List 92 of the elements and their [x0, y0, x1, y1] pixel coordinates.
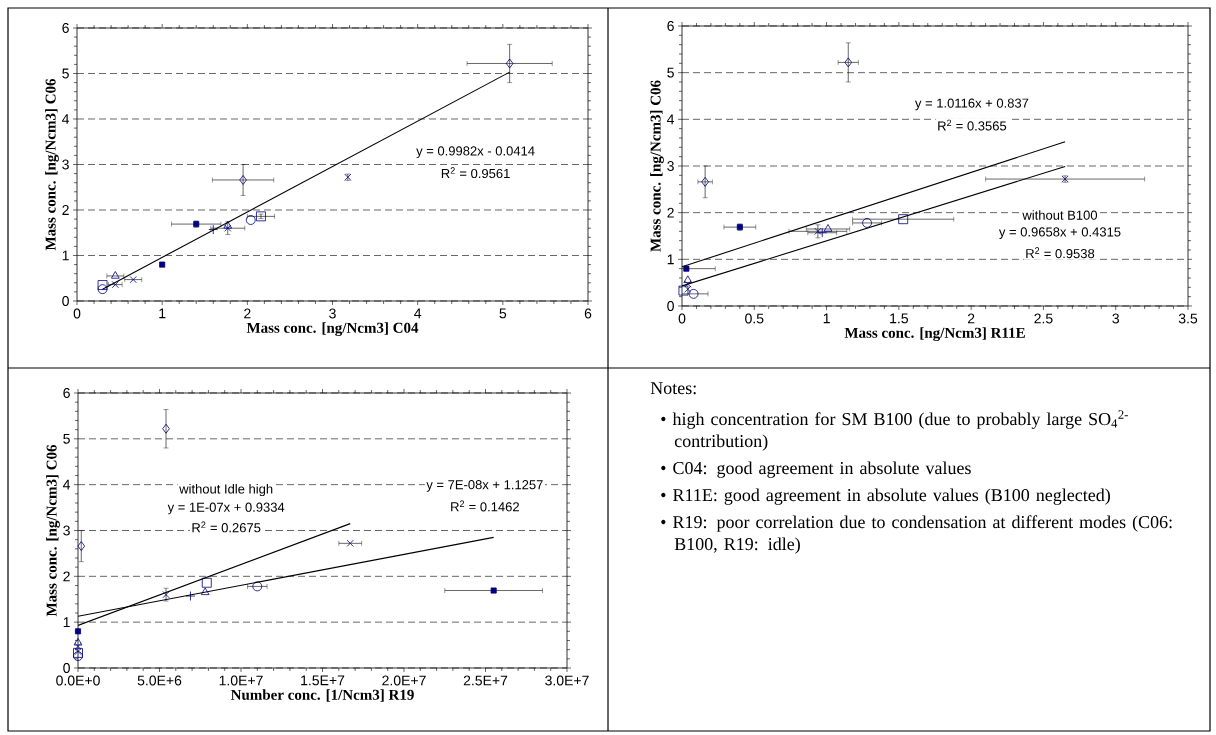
y-axis-title: Mass conc. [ng/Ncm3] C06: [45, 78, 59, 251]
point: [701, 176, 709, 187]
y-tick-label: 2: [63, 571, 70, 582]
x-tick-label: 3.5: [1178, 313, 1198, 324]
y-tick-label: 2: [62, 205, 69, 215]
point: [683, 275, 693, 283]
point: [97, 284, 108, 295]
y-tick-label: 1: [62, 250, 69, 261]
x-tick-label: 0.0E+0: [56, 675, 100, 686]
point: [73, 637, 83, 646]
x-tick-label: 5.0E+6: [137, 675, 182, 686]
point: [252, 581, 263, 592]
point: [159, 261, 166, 268]
x-tick-label: 1: [823, 313, 830, 324]
annotation: R$^{2}$ = 0.3565: [938, 119, 1007, 131]
x-axis-title: Number conc. [1/Ncm3] R19: [230, 689, 414, 702]
x-axis-title: Mass conc. [ng/Ncm3] R11E: [844, 327, 1025, 342]
x-tick-label: 5: [499, 308, 507, 319]
annotation: R$^{2}$ = 0.9561: [441, 167, 510, 179]
x-tick-label: 6: [584, 308, 592, 319]
y-tick-label: 5: [63, 433, 70, 444]
x-axis-title: Mass conc. [ng/Ncm3] C04: [246, 322, 419, 337]
point: [129, 276, 137, 284]
annotation: without B100: [1022, 210, 1098, 220]
x-tick-label: 0: [678, 313, 686, 324]
text: • C04: good agreement in absolute values: [661, 461, 971, 478]
y-tick-label: 6: [62, 23, 69, 33]
x-tick-label: 1.5E+7: [301, 675, 345, 686]
x-tick-label: 1: [159, 308, 166, 319]
x-tick-label: 2.5: [1034, 313, 1053, 324]
annotation: y = 1.0116x + 0.837: [914, 98, 1029, 111]
point: [111, 271, 120, 279]
y-tick-label: 3: [667, 161, 674, 171]
y-axis-title: Mass conc. [ng/Ncm3] C06: [650, 80, 664, 252]
point: [77, 541, 86, 551]
y-tick-label: 4: [667, 114, 675, 125]
point: [678, 285, 689, 296]
x-tick-label: 2: [244, 308, 251, 319]
point: [200, 587, 210, 596]
point: [75, 628, 82, 635]
y-tick-label: 5: [62, 68, 69, 79]
point: [97, 280, 108, 290]
point: [823, 224, 833, 232]
annotation: y = 0.9982x - 0.0414: [416, 146, 535, 159]
x-tick-label: 2.5E+7: [463, 675, 508, 686]
annotation: R$^{2}$ = 0.2675: [192, 521, 261, 533]
annotation: R$^{2}$ = 0.1462: [451, 500, 519, 512]
y-axis-title: Mass conc. [ng/Ncm3] C06: [46, 444, 60, 617]
point: [73, 651, 83, 661]
point: [688, 288, 699, 299]
x-tick-label: 0.5: [745, 313, 764, 324]
point: [862, 218, 872, 228]
x-tick-label: 3.0E+7: [545, 675, 589, 686]
x-tick-label: 2: [967, 313, 975, 324]
y-tick-label: 1: [667, 254, 674, 265]
y-tick-label: 0: [667, 301, 674, 311]
annotation: y = 1E-07x + 0.9334: [167, 502, 285, 515]
x-tick-label: 3: [1112, 313, 1119, 324]
point: [346, 539, 354, 547]
y-tick-label: 4: [62, 114, 70, 124]
y-tick-label: 1: [63, 617, 70, 627]
x-tick-label: 1.0E+7: [219, 675, 263, 686]
text: • R19: poor correlation due to condensation at different modes (C06: B100, R19: idle): [661, 515, 1172, 554]
y-tick-label: 5: [667, 67, 674, 78]
point: [201, 577, 212, 588]
text: Notes:: [650, 382, 696, 395]
y-tick-label: 0: [62, 296, 69, 306]
x-tick-label: 1.5: [890, 313, 909, 324]
y-tick-label: 3: [62, 159, 69, 170]
annotation: without Idle high: [179, 484, 273, 497]
x-tick-label: 2.0E+7: [382, 675, 426, 686]
point: [162, 423, 170, 434]
text: • high concentration for SM B100 (due to probably large SO$_{4}$2- contribution): [661, 410, 1128, 451]
annotation: R$^{2}$ = 0.9538: [1026, 247, 1095, 259]
point: [111, 281, 119, 289]
y-tick-label: 6: [63, 388, 70, 398]
point: [898, 214, 909, 225]
y-tick-label: 6: [667, 21, 674, 31]
point: [490, 587, 497, 594]
annotation: y = 0.9658x + 0.4315: [998, 227, 1121, 240]
annotation: y = 7E-08x + 1.1257: [426, 480, 543, 492]
x-tick-label: 0: [73, 308, 81, 319]
text: • R11E: good agreement in absolute values (B100 neglected): [661, 488, 1110, 505]
y-tick-label: 3: [63, 525, 70, 536]
point: [505, 58, 514, 69]
point: [844, 57, 853, 68]
y-tick-label: 2: [667, 207, 674, 218]
y-tick-label: 0: [63, 663, 70, 673]
point: [239, 175, 247, 185]
x-tick-label: 3: [329, 308, 336, 319]
y-tick-label: 4: [63, 479, 71, 490]
x-tick-label: 4: [414, 308, 422, 319]
